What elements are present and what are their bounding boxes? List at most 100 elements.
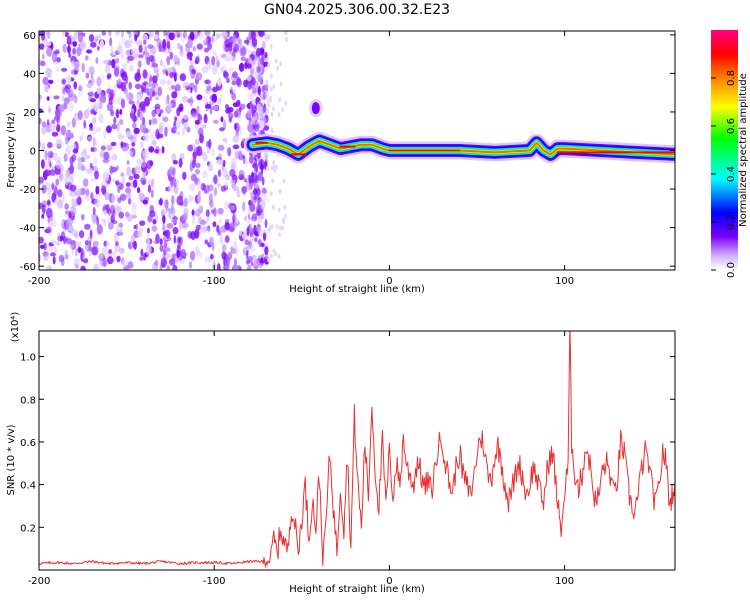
noise-speck [88,34,95,42]
noise-speck [213,119,219,125]
noise-speck [147,184,152,193]
snr-x-tick-label: 0 [386,576,392,587]
noise-speck [78,230,85,239]
noise-speck [211,56,216,66]
noise-speck [128,81,132,90]
noise-speck [227,42,233,49]
noise-speck [62,43,67,53]
noise-speck [216,183,221,188]
noise-speck [135,40,142,45]
snr-plot: -200 -100 0 100 1.0 0.8 0.6 0.4 0.2 Height of s… [6,312,676,595]
noise-speck [162,68,168,75]
noise-speck [150,189,154,199]
noise-speck [223,138,228,144]
noise-speck [223,119,226,131]
noise-speck [213,174,218,185]
noise-speck [159,79,167,85]
noise-speck [195,208,201,217]
noise-speck [182,212,188,221]
noise-speck [73,61,80,72]
noise-speck [121,176,125,185]
spectrogram-y-tick-label: 20 [23,108,36,119]
noise-speck [202,170,208,178]
noise-speck [71,197,75,208]
colorbar-ticks: 0.0 0.2 0.4 0.6 0.8 [711,70,737,278]
noise-speck [41,204,46,215]
noise-speck [132,179,138,188]
noise-speck [55,108,61,117]
noise-speck [232,34,238,46]
noise-speck [204,31,211,36]
noise-speck [155,84,158,93]
noise-speck [41,213,45,219]
noise-speck [114,84,118,93]
noise-speck [223,200,229,211]
noise-speck [158,42,162,53]
noise-speck [85,72,90,79]
noise-speck [190,173,197,182]
noise-speck [249,67,255,74]
noise-speck [130,108,135,114]
noise-speck [46,119,50,126]
noise-speck [116,79,123,85]
noise-speck [198,251,203,259]
noise-speck [76,188,81,198]
noise-speck [267,227,271,233]
noise-speck [250,177,255,184]
noise-speck [257,214,263,224]
noise-speck [233,240,238,249]
noise-speck [230,205,236,211]
noise-speck [140,159,147,168]
noise-speck [173,55,179,63]
noise-speck [46,192,52,199]
noise-speck [148,147,154,153]
noise-speck [92,137,96,147]
noise-speck [133,224,136,230]
noise-speck [46,41,52,47]
noise-speck [138,44,143,54]
noise-speck [261,187,267,195]
noise-speck [110,109,115,117]
noise-speck [215,33,219,41]
noise-speck [247,76,252,82]
noise-speck [232,144,240,150]
noise-speck [105,177,111,186]
noise-speck [172,264,178,270]
noise-speck [228,66,234,73]
noise-speck [189,96,193,107]
noise-speck [115,206,122,213]
noise-speck [139,111,143,121]
noise-speck [278,97,282,103]
snr-series [39,331,675,568]
noise-speck [121,31,124,38]
noise-speck [165,252,172,259]
noise-speck [220,116,224,123]
noise-speck [72,40,77,47]
noise-speck [46,245,53,252]
noise-speck [197,113,203,121]
noise-speck [70,244,75,249]
noise-speck [80,265,87,270]
noise-speck [67,88,74,98]
noise-speck [244,239,250,246]
noise-speck [41,225,46,232]
noise-speck [174,73,177,82]
noise-speck [277,207,281,213]
noise-speck [251,98,256,105]
noise-speck [176,42,181,50]
noise-speck [86,167,93,174]
noise-speck [177,33,181,38]
noise-speck [41,184,47,194]
noise-speck [78,85,83,92]
noise-speck [92,240,99,248]
noise-speck [44,84,49,93]
noise-speck [219,93,223,101]
noise-speck [187,144,194,152]
noise-speck [251,213,258,222]
noise-speck [130,48,138,56]
noise-speck [264,246,269,256]
noise-speck [89,98,97,103]
noise-speck [255,81,259,92]
noise-speck [180,248,187,258]
noise-speck [68,93,75,102]
